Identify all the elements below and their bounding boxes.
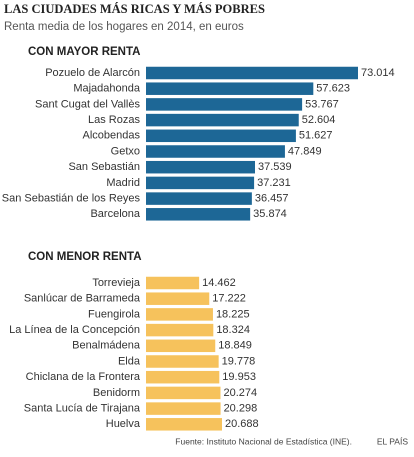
bar [146,66,358,80]
value-label: 20.274 [223,387,257,399]
bar [146,276,200,290]
value-label: 73.014 [361,67,395,79]
category-label: San Sebastián [68,161,140,173]
category-label: Chiclana de la Frontera [26,371,141,383]
bar [146,370,220,384]
value-label: 18.225 [216,308,250,320]
category-label: Benidorm [93,387,140,399]
category-label: Getxo [111,145,140,157]
category-label: Las Rozas [88,114,140,126]
category-label: Benalmádena [72,340,141,352]
publisher: EL PAÍS [377,436,409,446]
bar [146,418,222,431]
category-label: Alcobendas [83,130,141,142]
value-label: 53.767 [305,98,339,110]
value-label: 52.604 [302,114,336,126]
bar [146,292,210,305]
category-label: Torrevieja [92,277,141,289]
bar [146,176,255,190]
value-label: 18.324 [216,324,250,336]
bar [146,402,221,415]
value-label: 20.688 [225,418,259,430]
bar [146,98,303,111]
bar [146,82,314,95]
bar [146,192,252,205]
value-label: 57.623 [316,83,350,95]
bar [146,339,216,353]
category-label: San Sebastián de los Reyes [2,193,141,205]
category-label: Huelva [106,418,141,430]
category-label: La Línea de la Concepción [9,324,140,336]
value-label: 36.457 [255,193,289,205]
bar [146,113,299,127]
value-label: 47.849 [288,145,322,157]
bar [146,355,219,368]
bar [146,323,214,337]
value-label: 20.298 [224,403,258,415]
category-label: Sanlúcar de Barrameda [24,293,141,305]
bar [146,208,251,221]
bar [146,129,296,143]
category-label: Barcelona [90,208,140,220]
category-label: Madrid [106,177,140,189]
category-label: Elda [118,355,141,367]
value-label: 19.778 [222,355,256,367]
section-title: CON MAYOR RENTA [28,46,140,58]
category-label: Santa Lucía de Tirajana [24,403,141,415]
category-label: Pozuelo de Alarcón [45,67,140,79]
value-label: 18.849 [218,340,252,352]
value-label: 51.627 [299,130,333,142]
bar [146,386,221,400]
value-label: 17.222 [212,293,246,305]
bar [146,145,285,158]
source: Fuente: Instituto Nacional de Estadístic… [175,436,352,446]
value-label: 37.539 [258,161,292,173]
value-label: 14.462 [202,277,236,289]
bar [146,308,213,321]
title: LAS CIUDADES MÁS RICAS Y MÁS POBRES [4,2,265,16]
section-title: CON MENOR RENTA [28,251,142,263]
category-label: Majadahonda [73,83,141,95]
subtitle: Renta media de los hogares en 2014, en e… [4,21,244,33]
value-label: 37.231 [257,177,291,189]
bar [146,160,255,174]
category-label: Fuengirola [88,308,141,320]
category-label: Sant Cugat del Vallès [35,98,140,110]
value-label: 35.874 [253,208,287,220]
value-label: 19.953 [222,371,256,383]
